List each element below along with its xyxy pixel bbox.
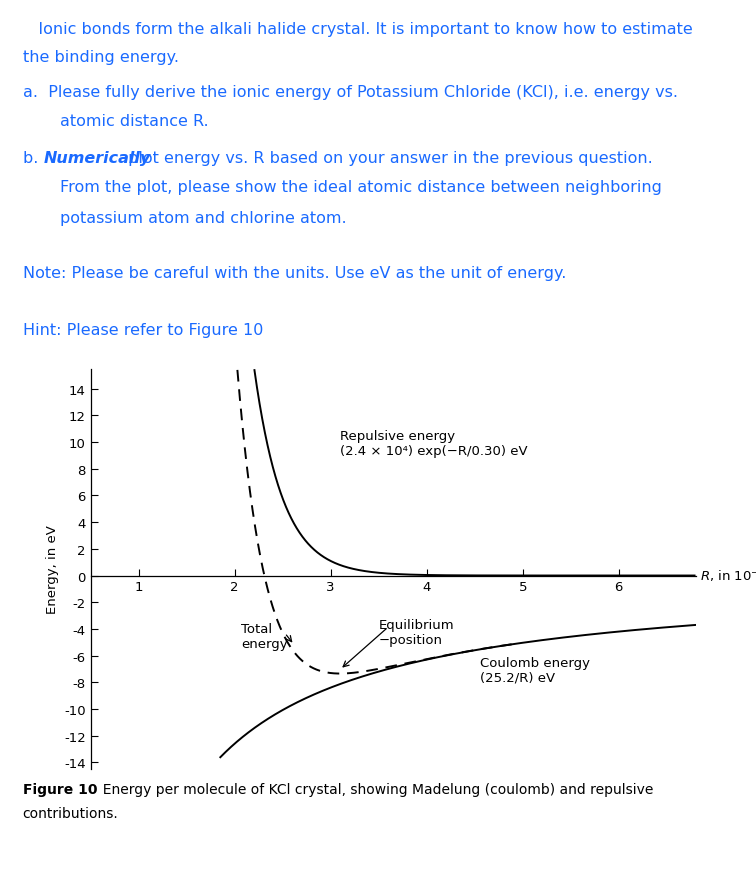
Text: Energy per molecule of KCl crystal, showing Madelung (coulomb) and repulsive: Energy per molecule of KCl crystal, show… <box>94 782 654 796</box>
Text: a.  Please fully derive the ionic energy of Potassium Chloride (KCl), i.e. energ: a. Please fully derive the ionic energy … <box>23 85 677 100</box>
Text: Equilibrium
−position: Equilibrium −position <box>379 619 454 647</box>
Text: potassium atom and chlorine atom.: potassium atom and chlorine atom. <box>60 211 347 226</box>
Text: Hint: Please refer to Figure 10: Hint: Please refer to Figure 10 <box>23 322 263 338</box>
Text: Numerically: Numerically <box>44 150 151 166</box>
Text: contributions.: contributions. <box>23 806 119 820</box>
Text: b.: b. <box>23 150 43 166</box>
Text: the binding energy.: the binding energy. <box>23 50 178 65</box>
Text: Ionic bonds form the alkali halide crystal. It is important to know how to estim: Ionic bonds form the alkali halide cryst… <box>23 22 692 36</box>
Text: Total
energy: Total energy <box>241 622 288 651</box>
Text: Figure 10: Figure 10 <box>23 782 98 796</box>
Text: Repulsive energy
(2.4 × 10⁴) exp(−R/0.30) eV: Repulsive energy (2.4 × 10⁴) exp(−R/0.30… <box>340 429 528 457</box>
Text: plot energy vs. R based on your answer in the previous question.: plot energy vs. R based on your answer i… <box>123 150 653 166</box>
Text: Note: Please be careful with the units. Use eV as the unit of energy.: Note: Please be careful with the units. … <box>23 266 566 281</box>
Text: Coulomb energy
(25.2/R) eV: Coulomb energy (25.2/R) eV <box>479 656 590 684</box>
Text: From the plot, please show the ideal atomic distance between neighboring: From the plot, please show the ideal ato… <box>60 179 662 195</box>
Text: $R$, in 10$^{-8}$ cm: $R$, in 10$^{-8}$ cm <box>700 567 756 585</box>
Text: atomic distance R.: atomic distance R. <box>60 114 209 129</box>
Y-axis label: Energy, in eV: Energy, in eV <box>45 525 58 614</box>
